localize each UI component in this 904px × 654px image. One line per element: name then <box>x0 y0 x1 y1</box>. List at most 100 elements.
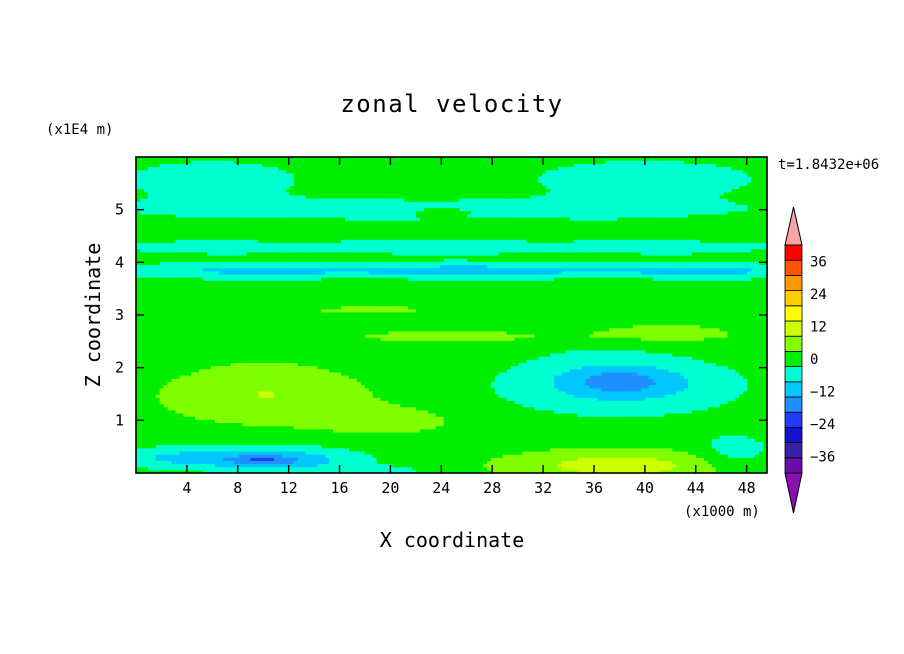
field-cell <box>747 454 752 458</box>
field-cell <box>632 435 638 439</box>
field-cell <box>293 444 299 449</box>
field-cell <box>585 454 591 458</box>
field-cell <box>427 444 433 449</box>
field-cell <box>597 422 602 427</box>
field-cell <box>242 447 248 452</box>
field-cell <box>309 450 315 455</box>
field-cell <box>534 457 539 461</box>
field-cell <box>703 457 709 461</box>
field-cell <box>242 425 248 430</box>
field-cell <box>297 419 303 424</box>
field-cell <box>155 469 161 474</box>
field-cell <box>506 419 512 424</box>
field-cell <box>431 450 437 455</box>
field-cell <box>699 435 705 439</box>
field-cell <box>321 463 326 468</box>
field-cell <box>597 444 602 449</box>
field-cell <box>514 460 520 465</box>
field-cell <box>384 441 389 446</box>
field-cell <box>483 463 488 468</box>
field-cell <box>747 441 752 446</box>
field-cell <box>656 425 662 430</box>
field-cell <box>660 450 666 455</box>
field-cell <box>565 450 571 455</box>
field-cell <box>459 425 464 430</box>
field-cell <box>463 416 468 420</box>
field-cell <box>285 444 291 449</box>
field-cell <box>498 438 504 442</box>
field-cell <box>388 460 393 465</box>
field-cell <box>175 447 180 452</box>
field-cell <box>396 457 401 461</box>
field-cell <box>199 419 204 424</box>
field-cell <box>337 454 342 458</box>
field-cell <box>203 447 208 452</box>
field-cell <box>490 416 496 420</box>
field-cell <box>175 454 180 458</box>
field-cell <box>376 447 382 452</box>
chart-title: zonal velocity <box>340 90 563 118</box>
field-cell <box>486 441 492 446</box>
field-cell <box>210 454 216 458</box>
field-cell <box>187 444 192 449</box>
field-cell <box>297 447 303 452</box>
field-cell <box>723 419 729 424</box>
field-cell <box>171 457 177 461</box>
field-cell <box>486 457 492 461</box>
field-cell <box>759 444 764 449</box>
field-cell <box>337 457 342 461</box>
field-cell <box>715 466 721 471</box>
field-cell <box>763 425 768 430</box>
field-cell <box>589 428 595 433</box>
field-cell <box>404 469 409 474</box>
field-cell <box>230 441 236 446</box>
field-cell <box>644 454 650 458</box>
field-cell <box>281 444 287 449</box>
field-cell <box>183 454 188 458</box>
field-cell <box>534 425 539 430</box>
field-cell <box>412 435 417 439</box>
field-cell <box>352 460 358 465</box>
field-cell <box>640 422 646 427</box>
field-cell <box>699 419 705 424</box>
field-cell <box>557 422 563 427</box>
field-cell <box>325 435 330 439</box>
field-cell <box>297 469 303 474</box>
field-cell <box>412 425 417 430</box>
field-cell <box>321 457 326 461</box>
field-cell <box>490 444 496 449</box>
field-cell <box>479 457 484 461</box>
field-cell <box>475 460 480 465</box>
field-cell <box>518 431 524 436</box>
field-cell <box>534 450 539 455</box>
field-cell <box>333 435 338 439</box>
field-cell <box>581 454 587 458</box>
field-cell <box>763 466 768 471</box>
field-cell <box>597 460 602 465</box>
field-cell <box>277 457 283 461</box>
field-cell <box>147 419 153 424</box>
field-cell <box>711 454 717 458</box>
field-cell <box>573 447 579 452</box>
field-cell <box>656 419 662 424</box>
field-cell <box>696 431 701 436</box>
field-cell <box>605 457 610 461</box>
field-cell <box>139 428 145 433</box>
field-cell <box>317 444 322 449</box>
field-cell <box>443 454 449 458</box>
field-cell <box>711 466 717 471</box>
field-cell <box>494 457 500 461</box>
field-cell <box>739 444 744 449</box>
field-cell <box>739 450 744 455</box>
field-cell <box>680 438 685 442</box>
field-cell <box>325 438 330 442</box>
field-cell <box>301 463 307 468</box>
field-cell <box>305 463 311 468</box>
field-cell <box>293 438 299 442</box>
field-cell <box>692 447 697 452</box>
field-cell <box>763 435 768 439</box>
field-cell <box>439 422 445 427</box>
field-cell <box>214 466 220 471</box>
field-cell <box>597 428 602 433</box>
field-cell <box>589 419 595 424</box>
